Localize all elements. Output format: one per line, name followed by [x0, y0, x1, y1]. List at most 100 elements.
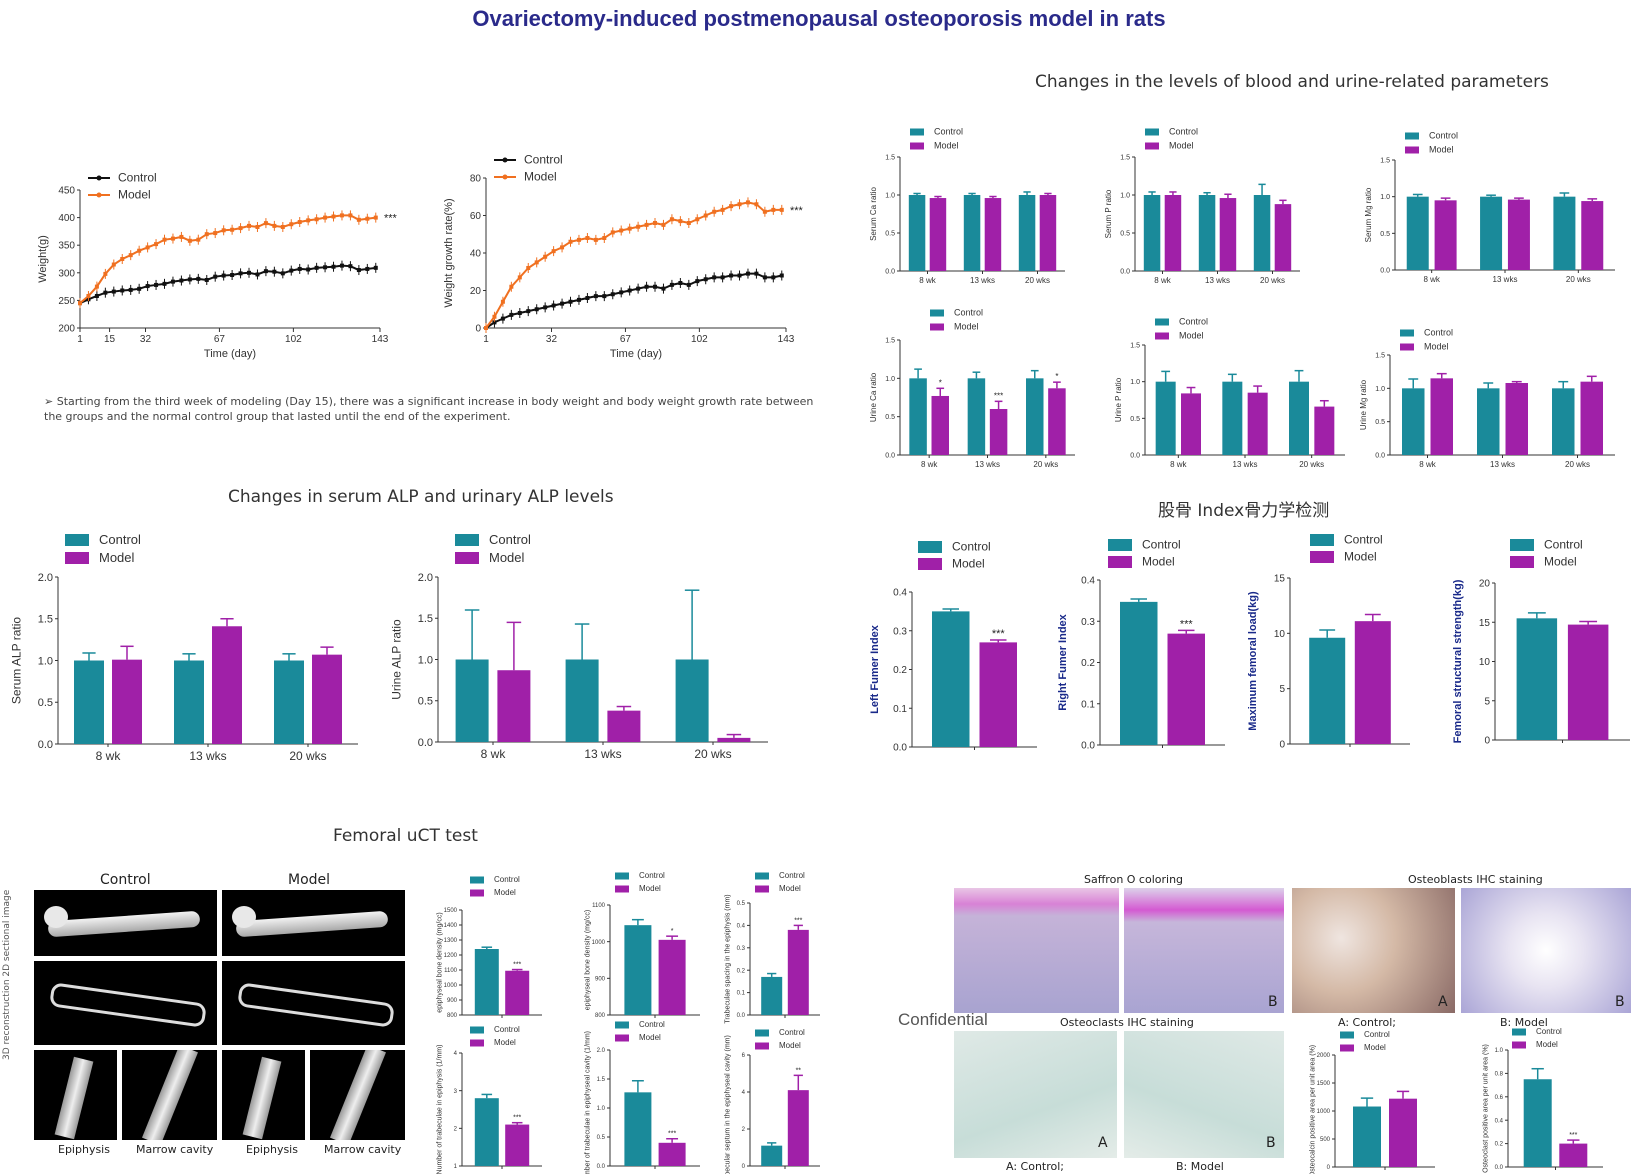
data-point: [213, 274, 218, 279]
legend-label-model: Model: [494, 888, 516, 897]
x-tick-label: 8 wk: [1423, 275, 1440, 284]
data-point: [348, 213, 353, 218]
data-point: [644, 284, 649, 289]
y-tick-label: 0.0: [885, 268, 895, 275]
uct-epiphysis-control-image: [34, 1050, 117, 1140]
legend-swatch-model: [755, 1042, 769, 1050]
data-point: [636, 286, 641, 291]
data-point: [484, 326, 488, 330]
bar-control: [274, 660, 304, 744]
bar-model: [1567, 624, 1609, 740]
legend-label-control: Control: [1536, 1027, 1562, 1036]
bar-model: [1164, 195, 1182, 271]
data-point: [492, 320, 497, 325]
x-tick-label: 13 wks: [1490, 460, 1515, 469]
data-point: [669, 217, 674, 222]
data-point: [365, 216, 370, 221]
legend-swatch-model: [1405, 146, 1419, 154]
legend-swatch-control: [918, 541, 942, 553]
bar-control: [909, 378, 927, 455]
data-point: [661, 286, 666, 291]
bar-control: [1222, 381, 1243, 455]
osteoclast-control-image: A: [954, 1031, 1117, 1158]
legend-label-model: Model: [489, 550, 525, 565]
data-point: [306, 218, 311, 223]
data-point: [560, 245, 565, 250]
data-point: [331, 214, 336, 219]
data-point: [297, 220, 302, 225]
y-tick-label: 0.6: [1495, 1095, 1504, 1101]
data-point: [517, 311, 522, 315]
legend-swatch-control: [1510, 539, 1534, 551]
bar-model: [658, 939, 686, 1015]
significance-label: ***: [384, 213, 398, 225]
caption-model: B: Model: [1500, 1016, 1548, 1029]
data-point: [306, 267, 311, 272]
x-tick-label: 67: [620, 334, 632, 345]
y-tick-label: 0.5: [885, 230, 895, 237]
y-tick-label: 1300: [444, 938, 458, 944]
y-tick-label: 0.5: [418, 696, 433, 708]
y-tick-label: 0.3: [1081, 617, 1095, 628]
data-point: [661, 222, 666, 227]
data-point: [94, 293, 99, 298]
data-point: [729, 204, 734, 209]
legend-swatch-control: [470, 1026, 484, 1034]
legend-label-control: Control: [524, 153, 563, 167]
y-axis-label: epiphyseal bone density (mg/cc): [437, 912, 444, 1012]
x-tick-label: 13 wks: [1493, 275, 1518, 284]
bar-model: [929, 198, 947, 271]
data-point: [602, 294, 607, 299]
data-point: [771, 207, 776, 212]
data-point: [543, 254, 548, 259]
data-point: [94, 284, 99, 289]
legend-swatch-control: [1145, 128, 1159, 136]
bar-model: [1434, 200, 1457, 270]
x-axis-label: Time (day): [204, 348, 256, 360]
section-title-alp: Changes in serum ALP and urinary ALP lev…: [228, 487, 614, 507]
y-tick-label: 0.0: [893, 743, 907, 754]
legend-swatch-control: [910, 128, 924, 136]
bar-model: [1354, 621, 1391, 744]
y-axis-label: Osteocalcin positive area per unit area …: [1310, 1045, 1317, 1174]
data-point: [526, 266, 531, 270]
bar-model: [717, 737, 751, 742]
x-tick-label: 20 wks: [694, 747, 731, 761]
x-tick-label: 8 wk: [921, 460, 938, 469]
page-title: Ovariectomy-induced postmenopausal osteo…: [472, 6, 1166, 31]
bar-control: [624, 1092, 652, 1166]
legend-swatch-model: [615, 1034, 629, 1042]
uct-2d-control-image: [34, 961, 217, 1045]
data-point: [610, 230, 615, 235]
y-tick-label: 60: [470, 211, 482, 222]
data-point: [247, 223, 252, 228]
data-point: [230, 227, 235, 232]
significance-label: ***: [513, 1115, 521, 1122]
y-tick-label: 1.0: [1495, 1048, 1504, 1054]
bar-model: [1580, 381, 1603, 455]
x-tick-label: 13 wks: [584, 747, 621, 761]
legend-label-control: Control: [1179, 316, 1208, 326]
data-point: [154, 282, 159, 287]
x-tick-label: 8 wk: [96, 749, 122, 763]
legend-swatch-model: [930, 323, 944, 331]
legend-swatch-model: [1310, 551, 1334, 563]
bar-control: [1198, 195, 1216, 271]
y-axis-label: Weight growth rate(%): [443, 198, 455, 307]
y-tick-label: 1.5: [38, 614, 53, 626]
data-point: [771, 275, 776, 280]
x-tick-label: 143: [372, 334, 389, 345]
legend-swatch-model: [755, 885, 769, 893]
data-point: [653, 284, 658, 289]
y-tick-label: 2.0: [597, 1048, 606, 1054]
y-tick-label: 0.1: [737, 991, 746, 997]
x-tick-label: 8 wk: [919, 276, 936, 285]
legend-label-control: Control: [1424, 327, 1453, 337]
y-tick-label: 1000: [592, 940, 606, 946]
y-axis-label: Left Fumer Index: [869, 624, 881, 714]
data-point: [356, 217, 361, 222]
data-point: [729, 273, 734, 278]
caption-control: A: Control;: [1006, 1160, 1065, 1173]
uct-3d-control-image: [34, 890, 217, 956]
data-point: [551, 249, 556, 254]
